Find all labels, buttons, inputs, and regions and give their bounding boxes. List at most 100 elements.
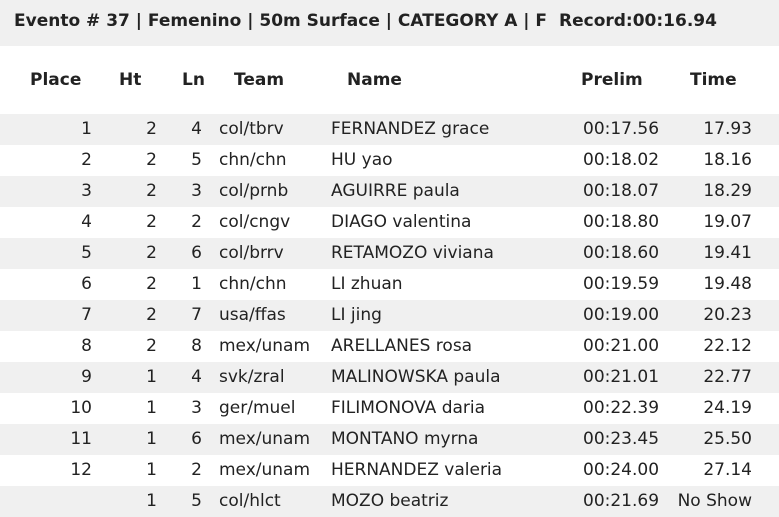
table-cell: col/brrv — [219, 243, 284, 263]
table-cell: mex/unam — [219, 429, 311, 449]
column-header: Time — [690, 70, 737, 90]
table-cell: FERNANDEZ grace — [331, 119, 490, 139]
table-cell: mex/unam — [219, 460, 311, 480]
table-cell: 25.50 — [703, 429, 752, 449]
table-row: 12 1 2 mex/unam HERNANDEZ valeria 00:24.00 27.… — [0, 455, 779, 486]
table-cell: 6 — [191, 429, 202, 449]
table-row: 1 5 col/hlct MOZO beatriz 00:21.69 No Show — [0, 486, 779, 517]
table-cell: 19.48 — [703, 274, 752, 294]
table-cell: 22.77 — [703, 367, 752, 387]
table-row: 1 2 4 col/tbrv FERNANDEZ grace 00:17.56 17.93 — [0, 114, 779, 145]
table-cell: 19.07 — [703, 212, 752, 232]
table-cell: MALINOWSKA paula — [331, 367, 501, 387]
table-cell: 2 — [146, 212, 157, 232]
table-cell: 2 — [146, 336, 157, 356]
table-cell: MOZO beatriz — [331, 491, 449, 511]
table-cell: 8 — [81, 336, 92, 356]
column-header: Ln — [182, 70, 205, 90]
table-cell: 1 — [146, 491, 157, 511]
column-header: Place — [30, 70, 82, 90]
table-cell: 2 — [146, 274, 157, 294]
table-cell: ARELLANES rosa — [331, 336, 473, 356]
table-cell: AGUIRRE paula — [331, 181, 460, 201]
table-cell: 2 — [191, 460, 202, 480]
table-cell: 22.12 — [703, 336, 752, 356]
event-title: Evento # 37 | Femenino | 50m Surface | C… — [14, 11, 548, 31]
record: Record:00:16.94 — [559, 11, 717, 31]
table-cell: 00:22.39 — [583, 398, 660, 418]
table-cell: 00:23.45 — [583, 429, 660, 449]
table-cell: 7 — [81, 305, 92, 325]
table-cell: col/tbrv — [219, 119, 284, 139]
table-cell: col/cngv — [219, 212, 291, 232]
table-cell: 2 — [146, 181, 157, 201]
table-cell: LI jing — [331, 305, 382, 325]
table-cell: 1 — [146, 398, 157, 418]
table-cell: 9 — [81, 367, 92, 387]
column-header: Team — [234, 70, 285, 90]
table-cell: No Show — [677, 491, 752, 511]
table-cell: 2 — [81, 150, 92, 170]
table-cell: 00:18.60 — [583, 243, 660, 263]
table-row: 7 2 7 usa/ffas LI jing 00:19.00 20.23 — [0, 300, 779, 331]
table-row: 4 2 2 col/cngv DIAGO valentina 00:18.80 19.07 — [0, 207, 779, 238]
table-cell: 2 — [146, 150, 157, 170]
table-cell: 1 — [146, 429, 157, 449]
table-cell: 4 — [191, 119, 202, 139]
table-cell: RETAMOZO viviana — [331, 243, 494, 263]
table-cell: 12 — [70, 460, 92, 480]
column-header: Prelim — [581, 70, 643, 90]
table-cell: chn/chn — [219, 274, 287, 294]
table-cell: 10 — [70, 398, 92, 418]
table-cell: col/prnb — [219, 181, 289, 201]
table-cell: 5 — [191, 150, 202, 170]
table-cell: FILIMONOVA daria — [331, 398, 486, 418]
table-cell: DIAGO valentina — [331, 212, 472, 232]
table-cell: chn/chn — [219, 150, 287, 170]
table-row: 2 2 5 chn/chn HU yao 00:18.02 18.16 — [0, 145, 779, 176]
table-cell: HU yao — [331, 150, 393, 170]
table-cell: HERNANDEZ valeria — [331, 460, 503, 480]
table-cell: usa/ffas — [219, 305, 286, 325]
table-cell: MONTANO myrna — [331, 429, 479, 449]
table-cell: 2 — [146, 243, 157, 263]
table-cell: 7 — [191, 305, 202, 325]
table-cell: ger/muel — [219, 398, 296, 418]
table-cell: 2 — [191, 212, 202, 232]
table-cell: 27.14 — [703, 460, 752, 480]
table-cell: 24.19 — [703, 398, 752, 418]
column-header: Name — [347, 70, 402, 90]
table-cell: 00:17.56 — [583, 119, 660, 139]
table-row: 9 1 4 svk/zral MALINOWSKA paula 00:21.01 22.77 — [0, 362, 779, 393]
table-cell: 00:21.69 — [583, 491, 660, 511]
table-cell: 00:19.00 — [583, 305, 660, 325]
table-cell: 19.41 — [703, 243, 752, 263]
table-cell: 00:21.00 — [583, 336, 660, 356]
table-cell: 00:21.01 — [583, 367, 660, 387]
table-cell: LI zhuan — [331, 274, 403, 294]
table-cell: 1 — [81, 119, 92, 139]
table-row: 5 2 6 col/brrv RETAMOZO viviana 00:18.60 19.41 — [0, 238, 779, 269]
table-cell: 4 — [191, 367, 202, 387]
table-cell: 4 — [81, 212, 92, 232]
table-cell: 11 — [70, 429, 92, 449]
table-cell: 3 — [81, 181, 92, 201]
table-cell: 18.16 — [703, 150, 752, 170]
table-cell: 2 — [146, 305, 157, 325]
table-cell: 2 — [146, 119, 157, 139]
table-cell: 00:18.07 — [583, 181, 660, 201]
table-cell: 6 — [191, 243, 202, 263]
table-cell: 18.29 — [703, 181, 752, 201]
table-row: 11 1 6 mex/unam MONTANO myrna 00:23.45 25.50 — [0, 424, 779, 455]
table-row: 3 2 3 col/prnb AGUIRRE paula 00:18.07 18.29 — [0, 176, 779, 207]
table-cell: svk/zral — [219, 367, 285, 387]
table-cell: 6 — [81, 274, 92, 294]
table-cell: 5 — [191, 491, 202, 511]
table-cell: 5 — [81, 243, 92, 263]
table-cell: 3 — [191, 398, 202, 418]
table-cell: col/hlct — [219, 491, 281, 511]
table-cell: 3 — [191, 181, 202, 201]
table-row: 10 1 3 ger/muel FILIMONOVA daria 00:22.39 24.1… — [0, 393, 779, 424]
table-cell: 00:18.02 — [583, 150, 660, 170]
